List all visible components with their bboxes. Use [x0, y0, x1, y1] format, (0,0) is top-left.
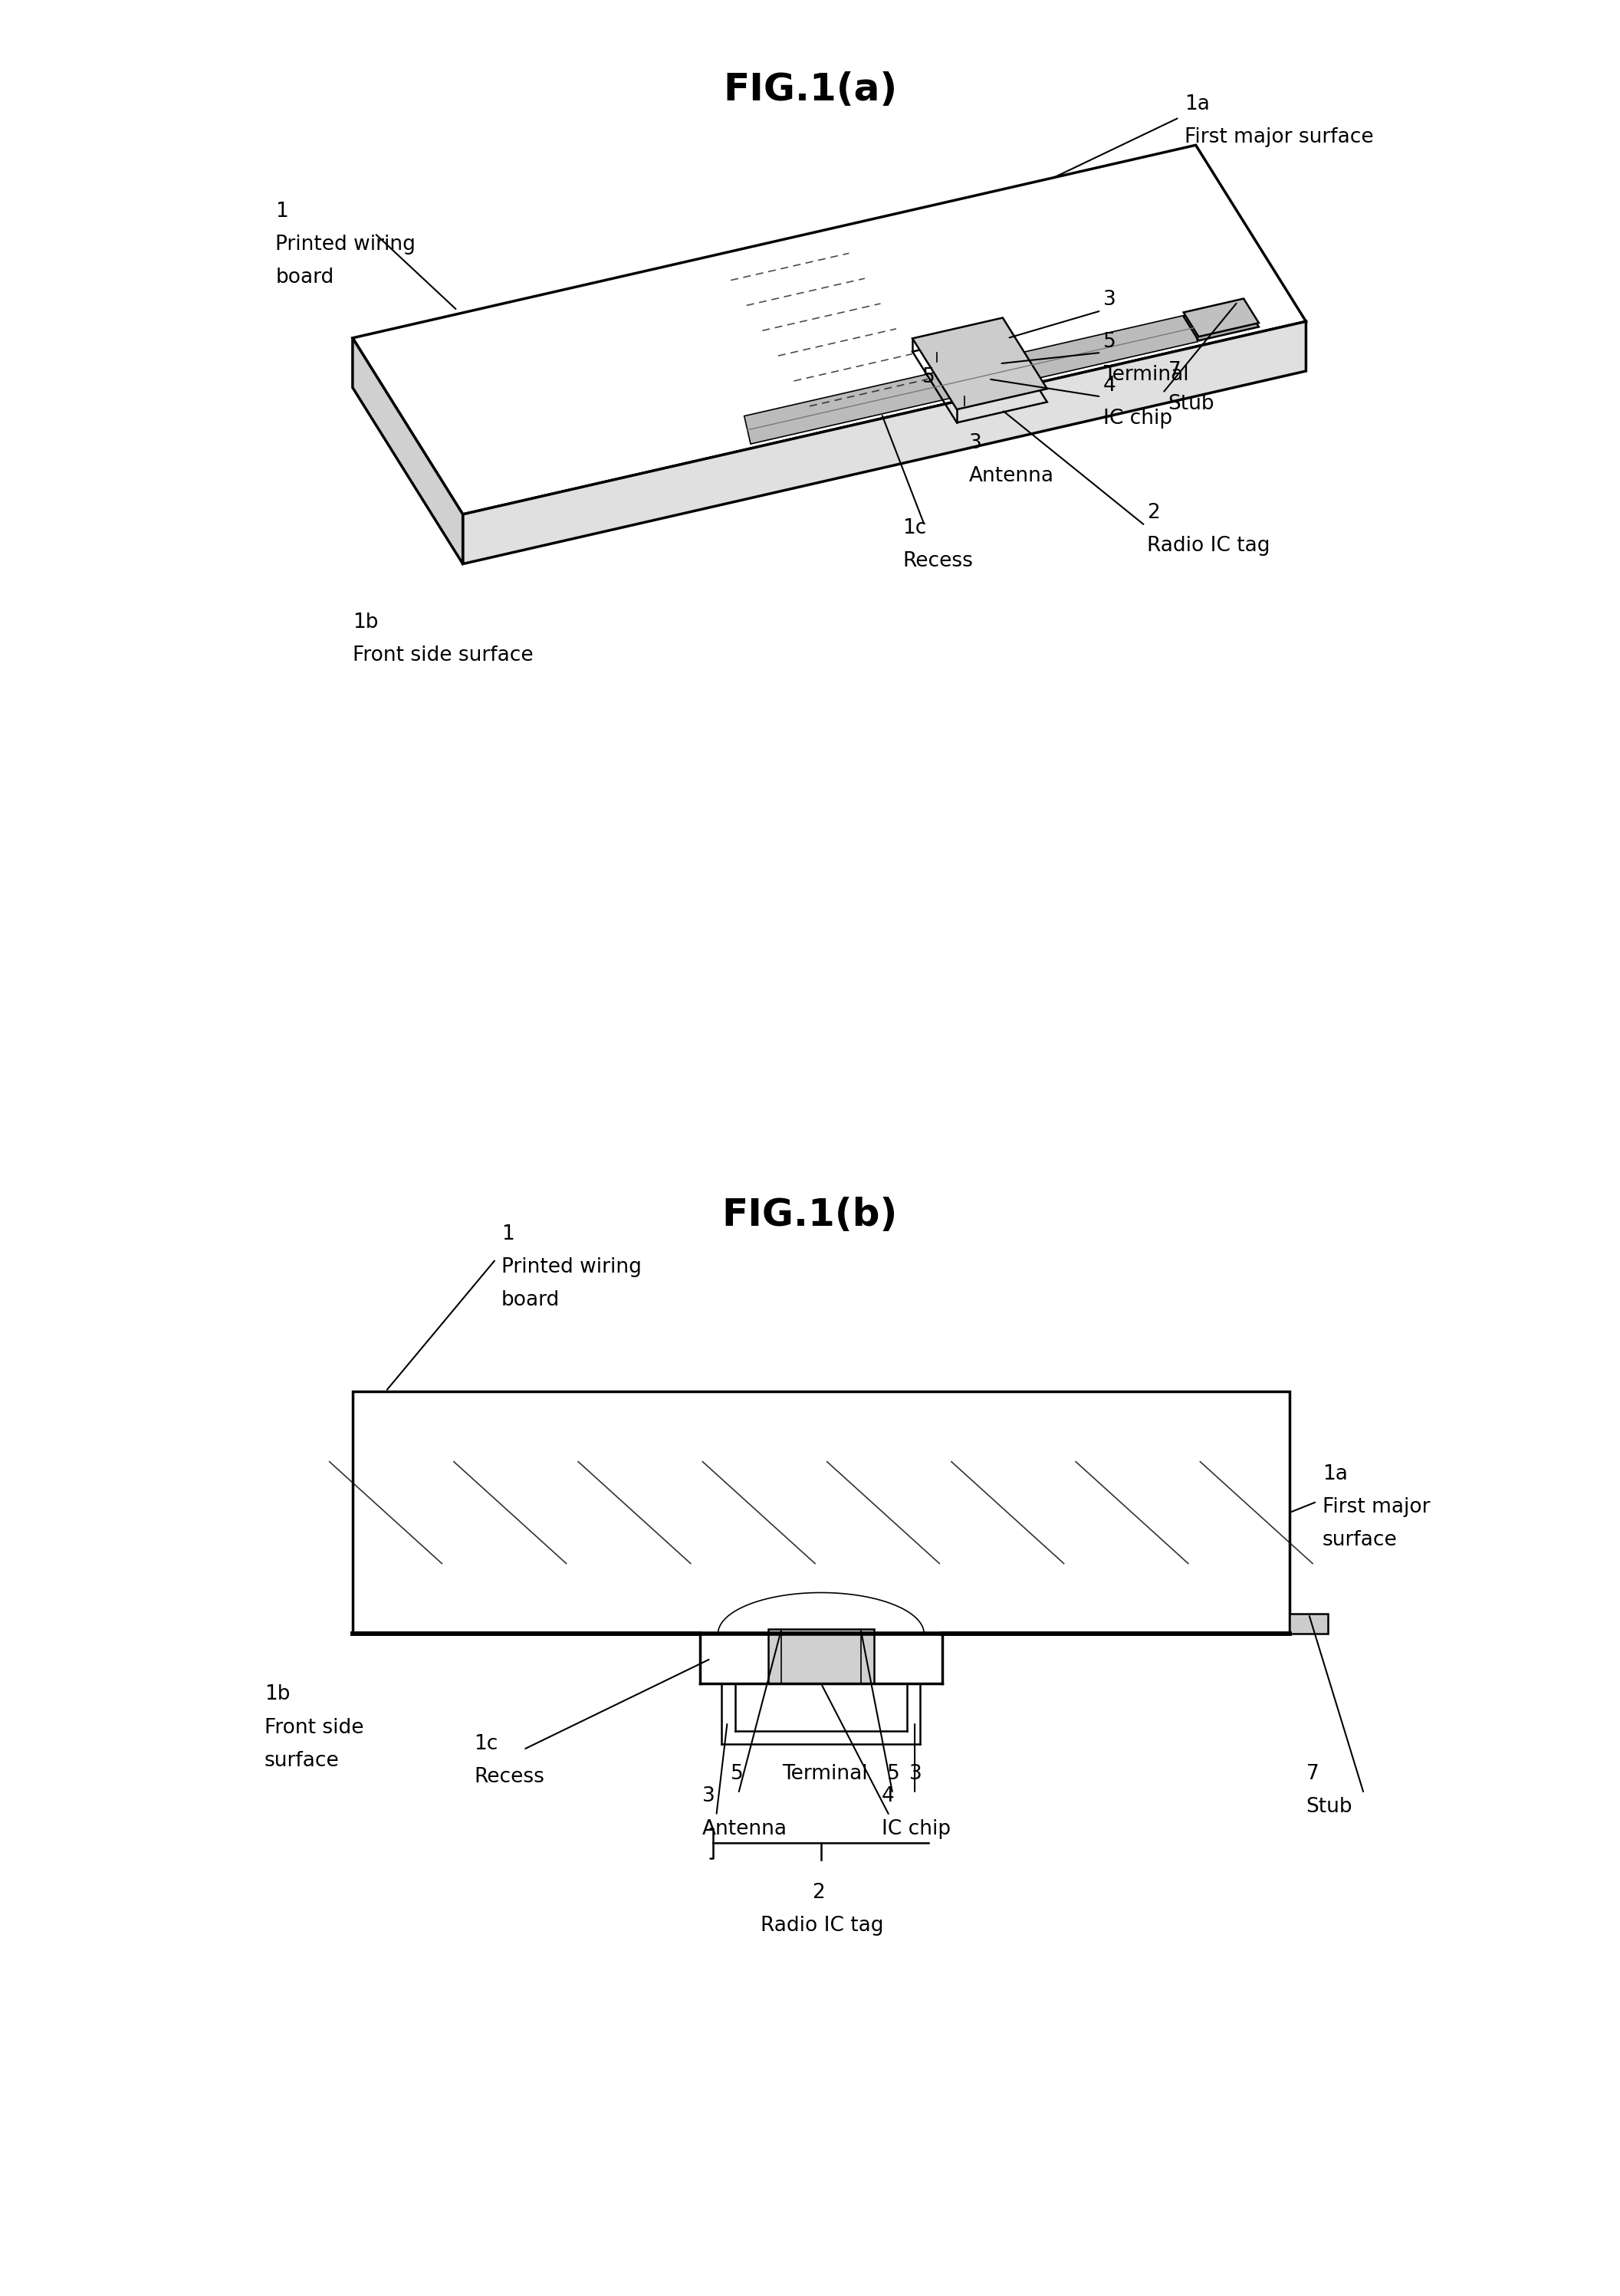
Text: board: board	[501, 1290, 561, 1311]
Text: Printed wiring: Printed wiring	[501, 1256, 642, 1277]
Text: 7: 7	[1306, 1763, 1319, 1784]
Text: 1b: 1b	[264, 1685, 290, 1704]
Text: surface: surface	[1322, 1531, 1398, 1550]
Text: 3: 3	[1103, 289, 1116, 310]
Text: Radio IC tag: Radio IC tag	[760, 1917, 883, 1936]
Text: 1c: 1c	[902, 519, 927, 537]
Text: 3: 3	[701, 1786, 714, 1807]
Polygon shape	[463, 321, 1306, 565]
Text: Antenna: Antenna	[701, 1818, 787, 1839]
Text: board: board	[275, 269, 334, 287]
Text: Antenna: Antenna	[969, 466, 1055, 487]
Text: Printed wiring: Printed wiring	[275, 234, 416, 255]
Text: 5: 5	[888, 1763, 901, 1784]
Polygon shape	[912, 317, 1047, 409]
Text: Recess: Recess	[473, 1768, 544, 1786]
Polygon shape	[353, 145, 1306, 514]
Text: 5: 5	[922, 367, 935, 388]
Text: IC chip: IC chip	[881, 1818, 951, 1839]
Text: 7: 7	[1168, 360, 1181, 381]
Text: Radio IC tag: Radio IC tag	[1147, 535, 1270, 556]
Bar	[1290, 1614, 1328, 1635]
Text: 4: 4	[881, 1786, 894, 1807]
Text: 1a: 1a	[1184, 94, 1210, 115]
Text: Recess: Recess	[902, 551, 974, 572]
Polygon shape	[1184, 303, 1259, 340]
Text: 1c: 1c	[473, 1733, 497, 1754]
Text: 1a: 1a	[1322, 1465, 1348, 1483]
Text: Front side surface: Front side surface	[353, 645, 533, 666]
Text: IC chip: IC chip	[1103, 409, 1173, 429]
Text: Front side: Front side	[264, 1717, 365, 1738]
Text: Terminal: Terminal	[782, 1763, 868, 1784]
Text: First major surface: First major surface	[1184, 129, 1374, 147]
Polygon shape	[1184, 298, 1259, 338]
Text: First major: First major	[1322, 1497, 1430, 1518]
Text: 5: 5	[731, 1763, 744, 1784]
Text: 1: 1	[501, 1224, 514, 1244]
Polygon shape	[353, 338, 463, 565]
Text: 1: 1	[275, 202, 288, 220]
Polygon shape	[744, 315, 1197, 443]
Text: 2: 2	[812, 1883, 825, 1903]
Bar	[353, 1391, 1290, 1635]
Text: surface: surface	[264, 1752, 339, 1770]
Text: FIG.1(a): FIG.1(a)	[723, 71, 897, 108]
Text: 2: 2	[1147, 503, 1160, 523]
Polygon shape	[956, 358, 996, 383]
Text: Terminal: Terminal	[1103, 365, 1189, 386]
Text: 3: 3	[969, 434, 982, 452]
Text: Stub: Stub	[1306, 1798, 1353, 1816]
Bar	[768, 1630, 873, 1683]
Text: Stub: Stub	[1168, 395, 1215, 413]
Text: 1b: 1b	[353, 613, 379, 631]
Text: 4: 4	[1103, 377, 1116, 395]
Text: 3: 3	[909, 1763, 922, 1784]
Text: FIG.1(b): FIG.1(b)	[723, 1196, 897, 1233]
Text: 5: 5	[1103, 331, 1116, 351]
